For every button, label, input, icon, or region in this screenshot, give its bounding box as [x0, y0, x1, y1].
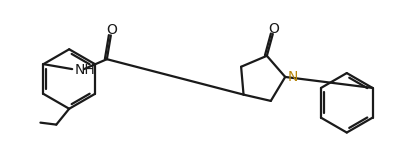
Text: O: O — [106, 23, 117, 37]
Text: O: O — [268, 22, 279, 36]
Text: N: N — [288, 70, 298, 84]
Text: NH: NH — [74, 63, 95, 77]
